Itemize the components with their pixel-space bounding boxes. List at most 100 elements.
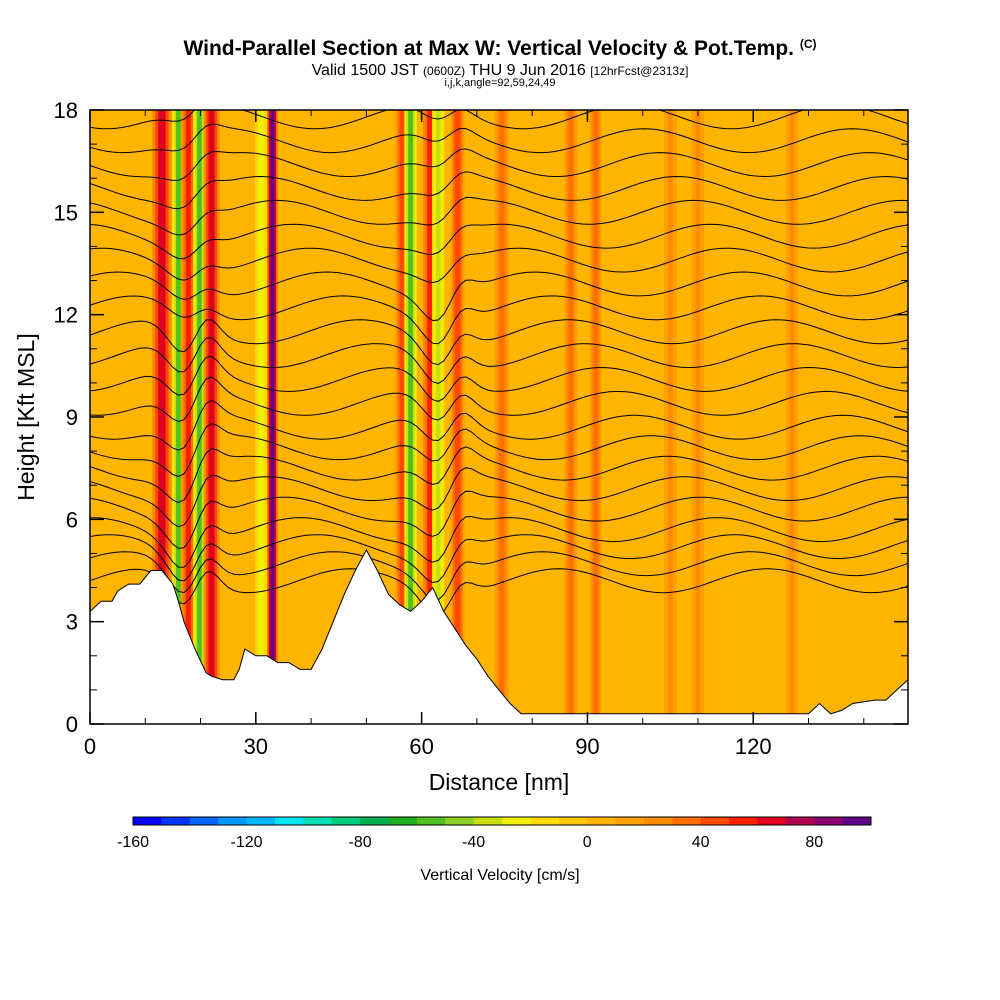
colorbar-swatch (189, 817, 219, 825)
theta-isoline (90, 422, 908, 477)
y-tick-label: 18 (54, 98, 78, 123)
colorbar-frame (132, 816, 872, 826)
velocity-band (208, 110, 215, 724)
theta-isoline (90, 551, 908, 601)
colorbar-swatch (814, 817, 844, 825)
theta-contours (90, 110, 908, 617)
colorbar-swatch (416, 817, 446, 825)
colorbar-swatch (360, 817, 389, 825)
colorbar: -160 -120 -80 -40 0 40 80 (117, 816, 872, 851)
y-tick-label: 9 (66, 405, 78, 430)
x-tick-label: 0 (84, 734, 96, 759)
y-tick-label: 12 (54, 303, 78, 328)
chart-title: Wind-Parallel Section at Max W: Vertical… (0, 37, 1000, 61)
colorbar-swatch (842, 817, 872, 825)
y-tick-label: 0 (66, 712, 78, 737)
section-indices: i,j,k,angle=92,59,24,49 (444, 77, 556, 89)
colorbar-swatch (445, 817, 475, 825)
velocity-band (789, 110, 795, 724)
forecast-info: [12hrFcst@2313z] (590, 64, 689, 78)
colorbar-swatch (473, 817, 503, 825)
y-axis-title: Height [Kft MSL] (13, 333, 39, 500)
chart-title-main: Wind-Parallel Section at Max W: Vertical… (183, 37, 794, 60)
theta-isoline (90, 171, 908, 210)
x-tick-label: 60 (409, 734, 433, 759)
colorbar-swatch (558, 817, 588, 825)
colorbar-swatch (502, 817, 531, 825)
valid-prefix: Valid 1500 JST (311, 62, 419, 79)
theta-isoline (90, 515, 908, 568)
theta-isoline (90, 223, 908, 260)
chart-subtitle: Valid 1500 JST (0600Z) THU 9 Jun 2016 [1… (0, 62, 1000, 80)
colorbar-swatch (133, 817, 162, 825)
theta-isoline (90, 446, 908, 503)
colorbar-tick-label: 0 (583, 834, 592, 851)
x-tick-label: 120 (735, 734, 772, 759)
colorbar-swatch (672, 817, 702, 825)
velocity-band (399, 110, 405, 724)
theta-isoline (90, 337, 908, 384)
colorbar-swatch (700, 817, 730, 825)
colorbar-swatch (331, 817, 361, 825)
chart-title-mark: (C) (799, 37, 817, 51)
velocity-band (270, 110, 275, 724)
colorbar-swatch (587, 817, 617, 825)
velocity-band (668, 110, 673, 724)
x-tick-label: 30 (244, 734, 268, 759)
colorbar-swatch (729, 817, 758, 825)
colorbar-tick-label: -160 (117, 834, 149, 851)
colorbar-swatch (388, 817, 418, 825)
velocity-band (568, 110, 574, 724)
colorbar-swatch (218, 817, 248, 825)
colorbar-tick-label: -120 (231, 834, 263, 851)
y-tick-label: 3 (66, 610, 78, 635)
theta-isoline (90, 196, 908, 236)
colorbar-tick-label: -40 (462, 834, 485, 851)
valid-utc: (0600Z) (423, 64, 466, 78)
theta-isoline (90, 376, 908, 423)
theta-isoline (90, 319, 908, 366)
theta-isoline (90, 490, 908, 549)
colorbar-tick-label: 80 (805, 834, 823, 851)
velocity-band (408, 110, 413, 724)
theta-isoline (90, 271, 908, 322)
colorbar-swatch (615, 817, 645, 825)
velocity-band (593, 110, 599, 724)
colorbar-swatch (161, 817, 191, 825)
colorbar-swatch (757, 817, 787, 825)
terrain-mask (90, 548, 908, 724)
velocity-band (435, 110, 441, 724)
theta-isoline (90, 295, 908, 345)
theta-isoline (90, 568, 908, 617)
theta-isoline (90, 355, 908, 402)
y-tick-label: 15 (54, 200, 78, 225)
colorbar-swatch (246, 817, 276, 825)
velocity-band (197, 110, 202, 724)
velocity-band (695, 110, 701, 724)
velocity-band (499, 110, 505, 724)
velocity-field (90, 110, 908, 724)
colorbar-swatch (643, 817, 673, 825)
theta-isoline (90, 247, 908, 284)
axes: 0 30 60 90 120 0 3 6 9 12 15 18 (54, 98, 908, 759)
x-axis-title: Distance [nm] (429, 769, 570, 795)
colorbar-swatch (530, 817, 560, 825)
colorbar-title: Vertical Velocity [cm/s] (420, 867, 579, 884)
theta-isoline (90, 148, 908, 181)
theta-isoline (90, 534, 908, 584)
theta-isoline (90, 467, 908, 528)
colorbar-swatch (303, 817, 333, 825)
theta-isoline (90, 123, 908, 154)
theta-isoline (90, 110, 908, 130)
velocity-band (158, 110, 166, 724)
velocity-band (185, 110, 192, 724)
plot-area (90, 110, 908, 724)
velocity-band (176, 110, 181, 724)
colorbar-tick-label: 40 (692, 834, 710, 851)
colorbar-swatch (274, 817, 304, 825)
x-tick-label: 90 (575, 734, 599, 759)
valid-date: THU 9 Jun 2016 (469, 62, 586, 79)
velocity-band (259, 110, 264, 724)
colorbar-tick-label: -80 (349, 834, 372, 851)
